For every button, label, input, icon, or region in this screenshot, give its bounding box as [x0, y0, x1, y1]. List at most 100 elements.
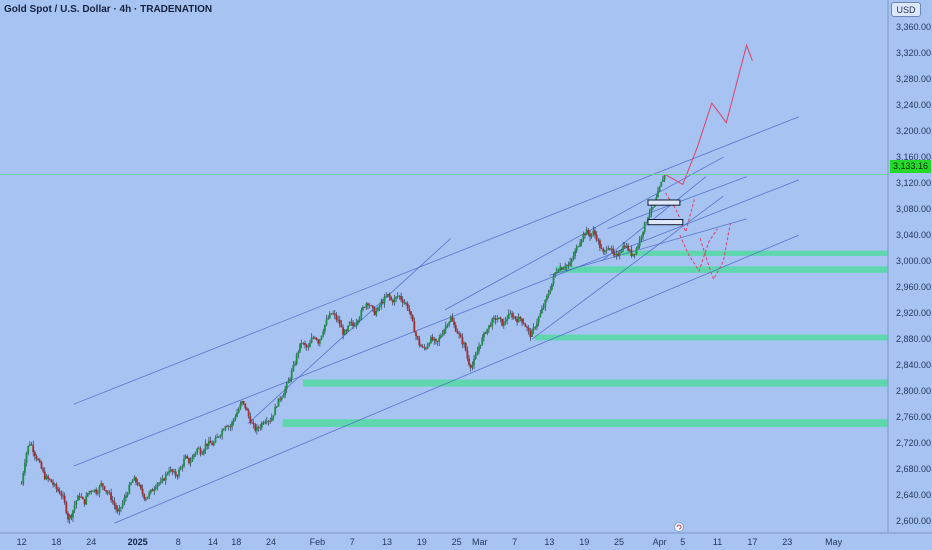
candle-body [391, 300, 394, 303]
channel-line[interactable] [73, 179, 799, 467]
support-zone[interactable] [302, 379, 888, 387]
price-tick-label: 2,760.00 [896, 412, 931, 422]
candle-body [277, 398, 280, 407]
candle-body [130, 482, 132, 485]
candle-body [420, 345, 422, 347]
candle-body [577, 246, 580, 248]
candle-body [425, 347, 427, 349]
channel-line[interactable] [114, 234, 799, 524]
candle-body [630, 249, 633, 256]
candle-body [279, 398, 282, 400]
time-axis: 12 18 24 2025 8 14 18 24 Feb 7 13 19 25 Mar 7 13 19 25 Apr… [17, 537, 843, 547]
candle-body [657, 191, 659, 198]
candle-body [451, 317, 454, 322]
currency-selector[interactable]: USD [891, 2, 921, 17]
candle-body [511, 313, 514, 318]
candle-body [35, 455, 38, 460]
candle-body [226, 426, 228, 427]
candle-body [446, 325, 449, 327]
candle-body [181, 466, 184, 468]
candle-body [436, 341, 439, 342]
candle-body [618, 252, 621, 256]
order-box[interactable] [647, 218, 684, 226]
candle-body [60, 493, 63, 496]
candle-body [615, 253, 618, 256]
channel-line[interactable] [73, 116, 799, 405]
candle-body [40, 462, 43, 469]
candle-body [549, 289, 552, 294]
candle-body [358, 317, 361, 321]
candle-body [660, 181, 663, 187]
candle-body [355, 322, 358, 326]
candle-body [77, 495, 79, 501]
candle-body [645, 221, 648, 223]
channel-line[interactable] [247, 238, 452, 424]
candle-body [146, 496, 149, 499]
candle-body [86, 493, 89, 496]
projection-low-path[interactable] [699, 223, 731, 281]
candle-body [73, 504, 76, 511]
projection-down-path[interactable] [679, 228, 719, 273]
channel-line[interactable] [601, 176, 707, 262]
price-tick-label: 3,040.00 [896, 230, 931, 240]
candle-body [289, 378, 291, 381]
channel-line[interactable] [549, 218, 747, 276]
candle-body [574, 250, 576, 257]
support-zone[interactable] [555, 266, 888, 273]
replay-icon[interactable] [674, 522, 684, 532]
candle-body [595, 234, 598, 241]
candle-body [216, 436, 219, 438]
candle-body [270, 417, 273, 422]
support-zone[interactable] [282, 419, 889, 427]
candle-body [110, 492, 112, 500]
candle-body [386, 293, 389, 297]
candle-body [120, 507, 122, 508]
candle-body [65, 502, 68, 514]
channel-line[interactable] [444, 156, 724, 311]
candle-body [262, 422, 265, 424]
candle-body [368, 305, 371, 306]
time-tick-label: 19 [579, 537, 589, 547]
candle-body [607, 248, 610, 250]
price-tick-label: 2,840.00 [896, 360, 931, 370]
candle-body [199, 448, 202, 455]
candle-body [242, 401, 245, 404]
candle-body [312, 337, 315, 339]
candle-body [469, 364, 472, 368]
candle-body [478, 346, 480, 352]
candle-body [25, 452, 28, 463]
channel-line[interactable] [531, 195, 724, 340]
candle-body [249, 416, 252, 423]
projection-up-path[interactable] [665, 43, 753, 186]
candle-body [373, 308, 376, 316]
candle-body [491, 318, 494, 327]
candle-body [207, 440, 210, 446]
candle-body [227, 426, 230, 428]
candle-body [496, 319, 499, 321]
candle-body [345, 330, 348, 332]
candle-body [383, 296, 386, 304]
order-box[interactable] [647, 199, 681, 206]
projection-mid-path[interactable] [664, 192, 695, 234]
candle-body [75, 500, 78, 505]
candle-body [489, 325, 492, 327]
support-zone[interactable] [534, 334, 888, 341]
candle-body [481, 337, 484, 345]
candle-body [275, 406, 278, 408]
candle-body [584, 233, 586, 236]
price-tick-label: 2,960.00 [896, 282, 931, 292]
candle-body [72, 510, 74, 518]
candle-body [497, 317, 500, 320]
candle-body [613, 253, 616, 256]
candle-body [393, 298, 396, 303]
candle-body [186, 456, 189, 458]
time-tick-label: 14 [208, 537, 218, 547]
candle-body [158, 482, 161, 484]
candle-body [509, 313, 512, 315]
candle-body [144, 498, 147, 500]
candle-body [148, 492, 151, 497]
candle-body [604, 250, 606, 252]
candle-body [372, 305, 374, 309]
candle-body [333, 313, 336, 316]
